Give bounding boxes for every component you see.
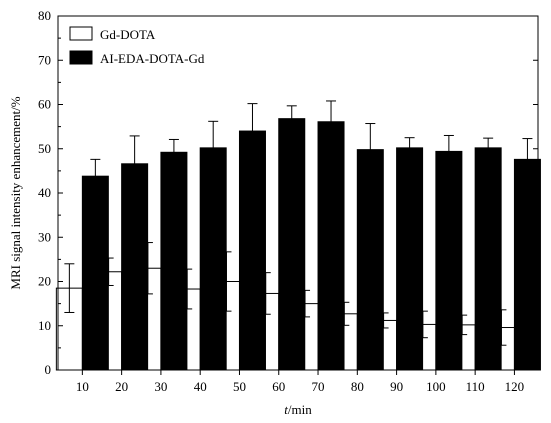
series-1 <box>81 100 541 371</box>
x-tick-label-30: 30 <box>154 379 167 394</box>
legend-label-0: Gd-DOTA <box>100 27 156 42</box>
x-tick-label-110: 110 <box>466 379 485 394</box>
x-tick-label-50: 50 <box>233 379 246 394</box>
y-tick-label-50: 50 <box>38 141 51 156</box>
y-tick-label-60: 60 <box>38 97 51 112</box>
legend-swatch-0 <box>69 26 93 41</box>
bar-ai-eda-dota-gd-70 <box>317 121 345 371</box>
y-tick-label-80: 80 <box>38 8 51 23</box>
x-tick-label-20: 20 <box>115 379 128 394</box>
legend-label-1: AI-EDA-DOTA-Gd <box>100 51 205 66</box>
x-tick-label-100: 100 <box>426 379 446 394</box>
x-tick-label-80: 80 <box>351 379 364 394</box>
y-tick-label-10: 10 <box>38 318 51 333</box>
x-tick-label-70: 70 <box>312 379 325 394</box>
bar-ai-eda-dota-gd-100 <box>435 150 463 371</box>
bar-ai-eda-dota-gd-60 <box>278 118 306 371</box>
bar-ai-eda-dota-gd-10 <box>81 175 109 371</box>
x-axis-title-unit: /min <box>288 402 312 417</box>
bar-ai-eda-dota-gd-90 <box>396 147 424 371</box>
y-tick-label-70: 70 <box>38 52 51 67</box>
bar-ai-eda-dota-gd-110 <box>474 147 502 371</box>
bar-ai-eda-dota-gd-80 <box>356 149 384 371</box>
bar-ai-eda-dota-gd-20 <box>121 163 149 371</box>
x-tick-label-40: 40 <box>194 379 207 394</box>
legend-swatch-1 <box>69 50 93 65</box>
x-tick-label-10: 10 <box>76 379 89 394</box>
legend: Gd-DOTA AI-EDA-DOTA-Gd <box>69 26 205 66</box>
axes: 0 10 20 30 40 50 60 70 80 10 20 30 40 50 60 70 80 90 100 11… <box>38 8 539 394</box>
y-axis-title: MRI signal intensity enhancement/% <box>8 96 23 289</box>
bar-ai-eda-dota-gd-40 <box>199 147 227 371</box>
x-axis-title-symbol: t <box>284 402 288 417</box>
y-tick-label-40: 40 <box>38 185 51 200</box>
x-tick-label-60: 60 <box>272 379 285 394</box>
bar-ai-eda-dota-gd-50 <box>238 130 266 371</box>
plot-area <box>55 100 541 371</box>
x-axis-title: t/min <box>284 402 312 417</box>
bar-ai-eda-dota-gd-30 <box>160 151 188 371</box>
x-tick-label-90: 90 <box>390 379 403 394</box>
bar-ai-eda-dota-gd-120 <box>513 158 541 371</box>
y-tick-label-30: 30 <box>38 229 51 244</box>
y-tick-label-0: 0 <box>45 362 52 377</box>
x-tick-label-120: 120 <box>505 379 525 394</box>
y-tick-label-20: 20 <box>38 274 51 289</box>
